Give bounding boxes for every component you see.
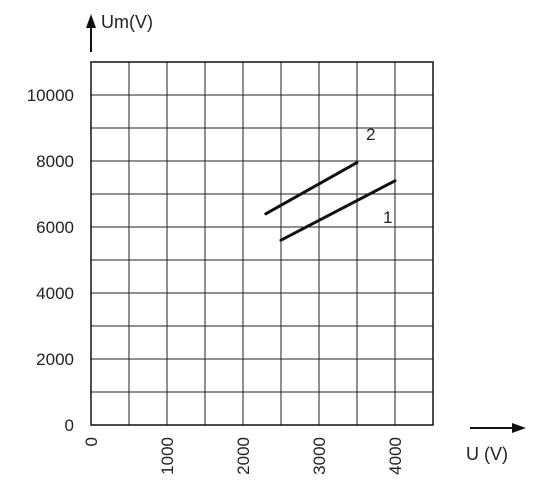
series-labels: 12 xyxy=(366,125,392,227)
plot-frame xyxy=(90,61,434,426)
y-axis-arrow-head xyxy=(86,14,96,28)
y-tick-label: 8000 xyxy=(36,152,74,171)
y-tick-labels: 0 2000 4000 6000 8000 10000 xyxy=(27,86,74,435)
x-axis-label: U (V) xyxy=(466,444,508,464)
x-axis-arrow-head xyxy=(512,423,526,433)
y-tick-label: 6000 xyxy=(36,218,74,237)
x-tick-label: 4000 xyxy=(386,437,405,475)
series-line-1 xyxy=(279,179,397,242)
series-label-2: 2 xyxy=(366,125,375,144)
x-tick-label: 0 xyxy=(82,437,101,446)
y-tick-label: 2000 xyxy=(36,350,74,369)
grid xyxy=(90,61,434,426)
x-tick-labels: 0 1000 2000 3000 4000 xyxy=(82,437,405,475)
y-tick-label: 4000 xyxy=(36,284,74,303)
x-tick-label: 2000 xyxy=(234,437,253,475)
y-axis-label: Um(V) xyxy=(101,12,153,32)
series-line-2 xyxy=(264,161,359,216)
y-tick-label: 10000 xyxy=(27,86,74,105)
x-tick-label: 3000 xyxy=(310,437,329,475)
x-tick-label: 1000 xyxy=(158,437,177,475)
series-label-1: 1 xyxy=(383,208,392,227)
series-lines xyxy=(264,161,397,242)
y-tick-label: 0 xyxy=(65,416,74,435)
